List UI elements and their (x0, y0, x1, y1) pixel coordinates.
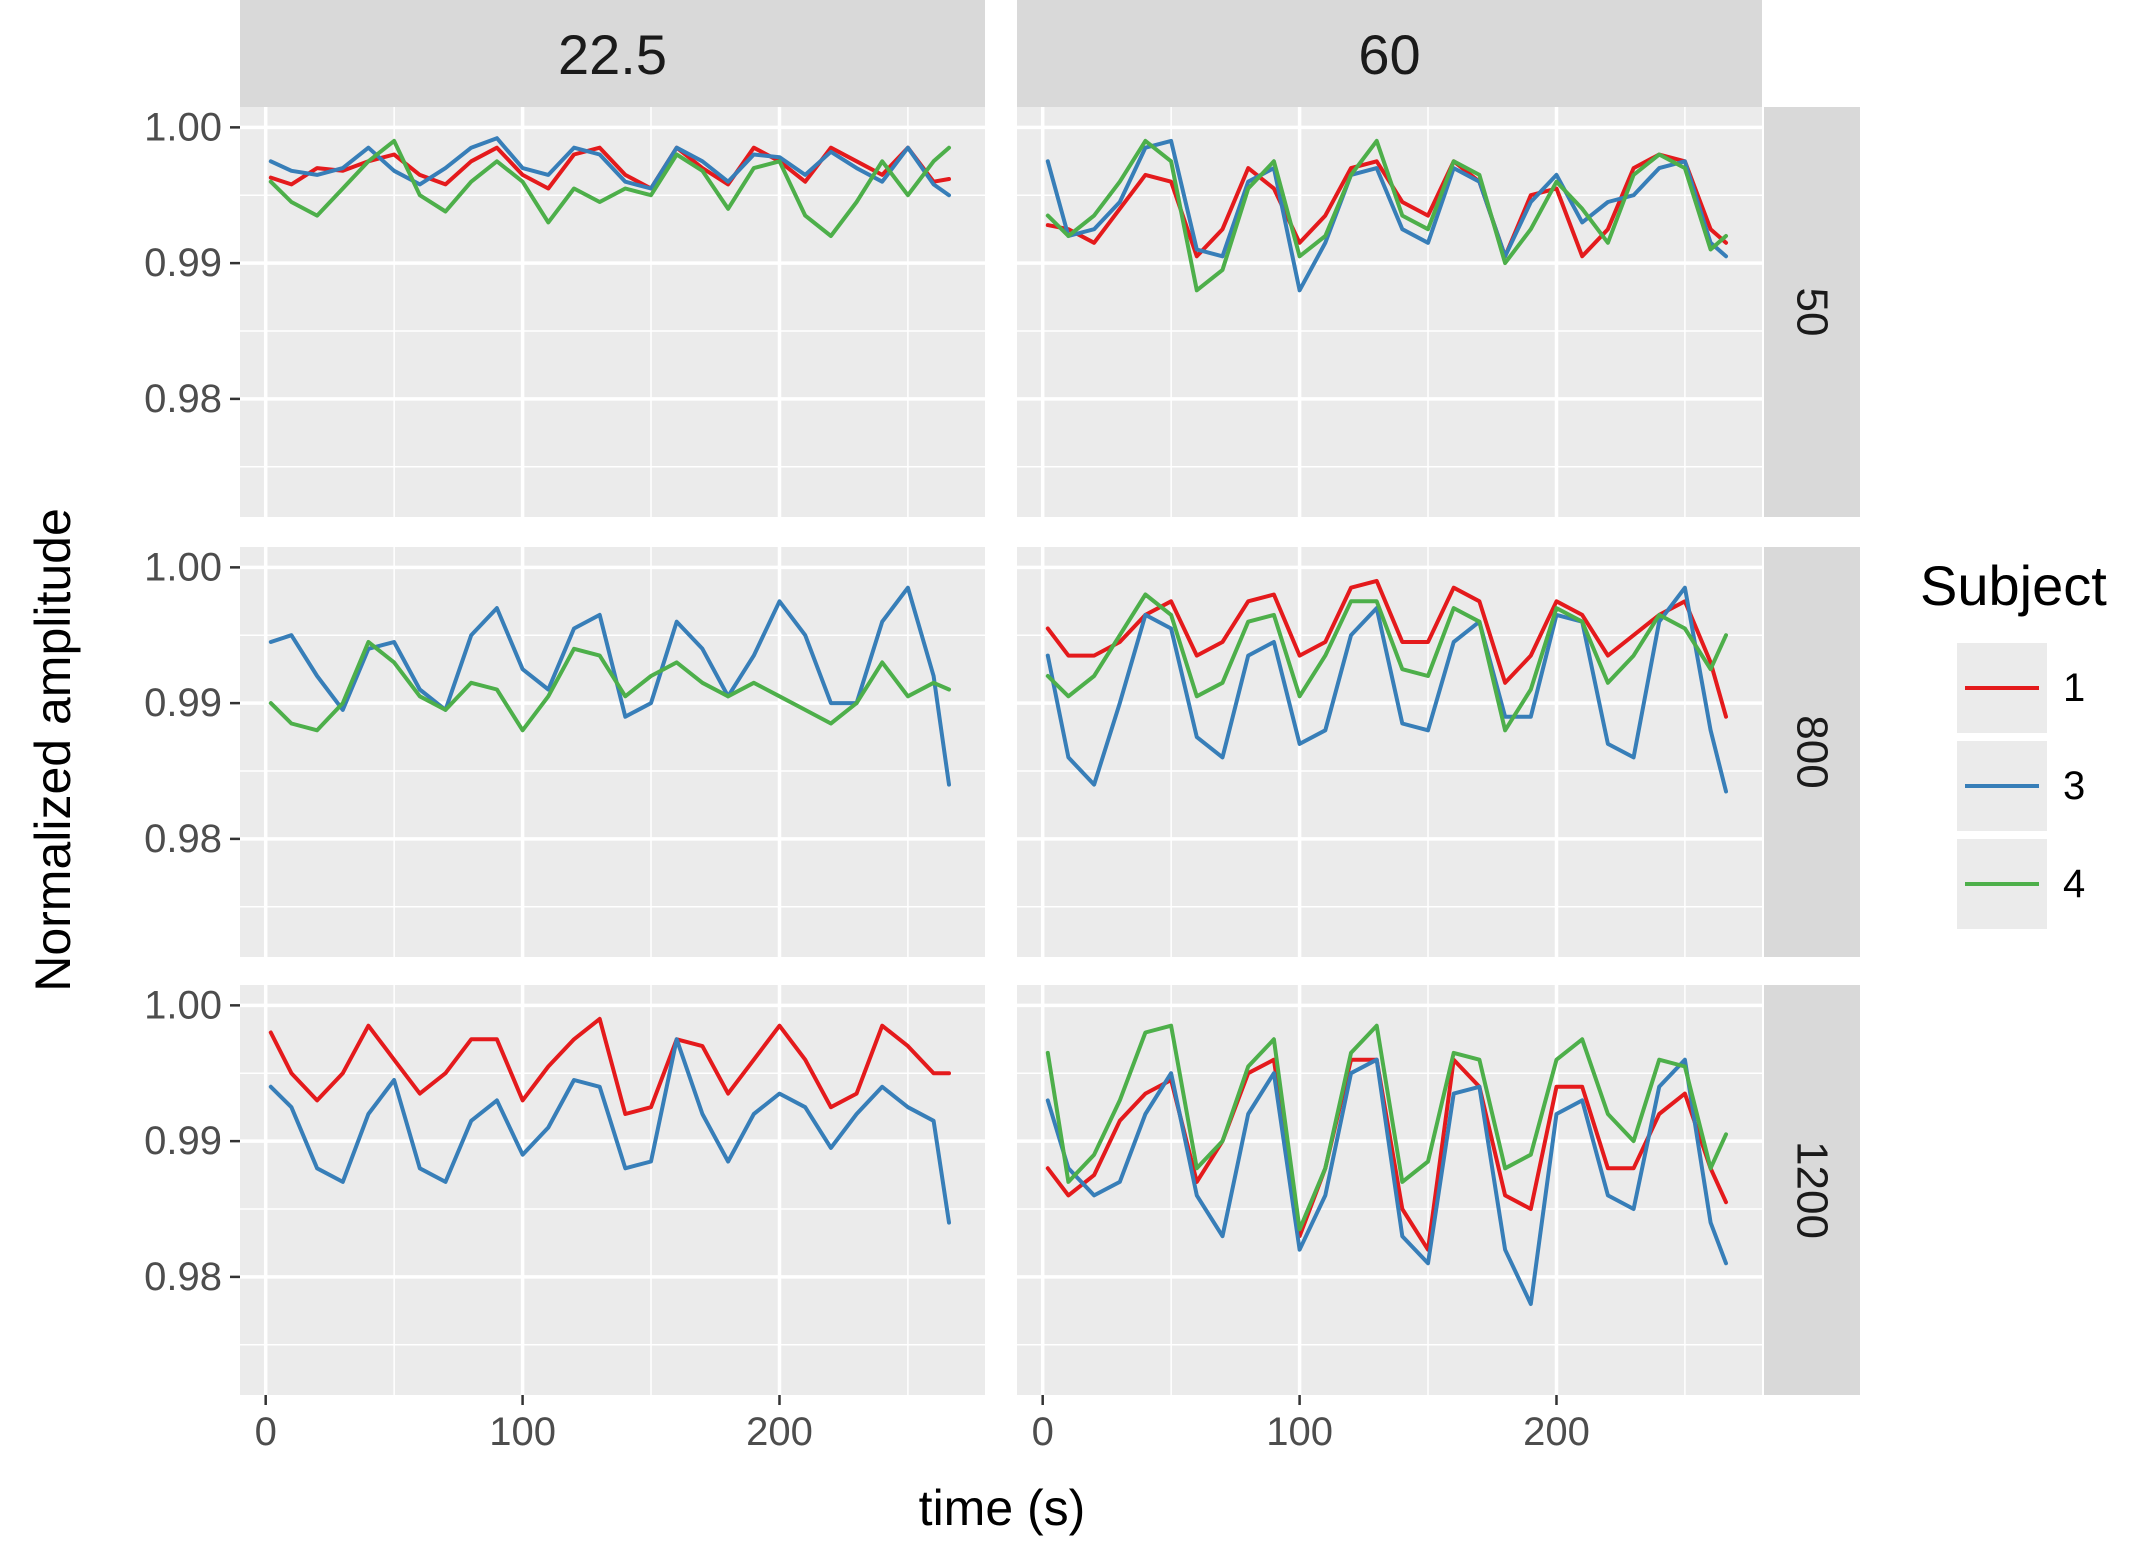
row-strip-label: 1200 (1788, 1141, 1837, 1239)
series-line-subject-4 (268, 640, 951, 733)
series-line-subject-3 (268, 1037, 951, 1225)
panel-60-50 (1017, 107, 1762, 517)
panel-22.5-50: 0.98 0.99 1.00 (144, 105, 985, 517)
legend-title: Subject (1920, 554, 2107, 617)
series-line-subject-3 (1045, 1057, 1728, 1306)
panel-background (240, 107, 985, 517)
y-tick-label: 0.98 (144, 377, 222, 421)
series-line-subject-3 (1045, 138, 1728, 293)
panel-60-800 (1017, 547, 1762, 957)
legend-label: 3 (2063, 764, 2085, 808)
y-tick-label: 1.00 (144, 983, 222, 1027)
x-tick-label: 0 (1032, 1410, 1054, 1454)
panel-background (240, 547, 985, 957)
row-strip-label: 50 (1788, 288, 1837, 337)
row-strip-1 (1764, 107, 1860, 517)
y-tick-label: 1.00 (144, 545, 222, 589)
series-line-subject-1 (268, 1016, 951, 1116)
series-line-subject-4 (1045, 138, 1728, 293)
x-tick-label: 100 (489, 1410, 556, 1454)
y-tick-label: 0.99 (144, 241, 222, 285)
legend: 1 3 4 (1957, 643, 2085, 929)
series-line-subject-3 (268, 585, 951, 787)
column-strip-2 (1017, 0, 1762, 107)
y-tick-label: 0.98 (144, 817, 222, 861)
y-axis-title: Normalized amplitude (25, 508, 81, 992)
legend-label: 1 (2063, 666, 2085, 710)
x-tick-label: 0 (255, 1410, 277, 1454)
column-strip-1 (240, 0, 985, 107)
series-line-subject-1 (1045, 578, 1728, 719)
y-tick-label: 1.00 (144, 105, 222, 149)
panel-background (240, 985, 985, 1395)
row-strip-label: 800 (1788, 715, 1837, 788)
y-tick-label: 0.99 (144, 1119, 222, 1163)
legend-label: 4 (2063, 862, 2085, 906)
x-tick-label: 200 (1523, 1410, 1590, 1454)
x-axis-title: time (s) (919, 1480, 1086, 1536)
panel-background (1017, 985, 1762, 1395)
series-line-subject-4 (1045, 1023, 1728, 1232)
series-line-subject-4 (1045, 592, 1728, 733)
series-line-subject-3 (268, 136, 951, 198)
x-tick-label: 200 (746, 1410, 813, 1454)
panel-22.5-1200: 0.98 0.99 1.00 0 100 200 (144, 983, 985, 1454)
column-strip-label: 22.5 (558, 23, 667, 86)
column-strip-label: 60 (1358, 23, 1420, 86)
panel-22.5-800: 0.98 0.99 1.00 (144, 545, 985, 957)
panel-60-1200: 0 100 200 (1017, 985, 1762, 1454)
row-strip-2 (1764, 547, 1860, 957)
y-tick-label: 0.99 (144, 681, 222, 725)
x-tick-label: 100 (1266, 1410, 1333, 1454)
row-strip-3 (1764, 985, 1860, 1395)
series-line-subject-3 (1045, 585, 1728, 794)
series-line-subject-4 (268, 138, 951, 238)
panels-layer: 22.5 605080012000.980.991.000.980.991.000… (144, 0, 1860, 1454)
y-tick-label: 0.98 (144, 1255, 222, 1299)
